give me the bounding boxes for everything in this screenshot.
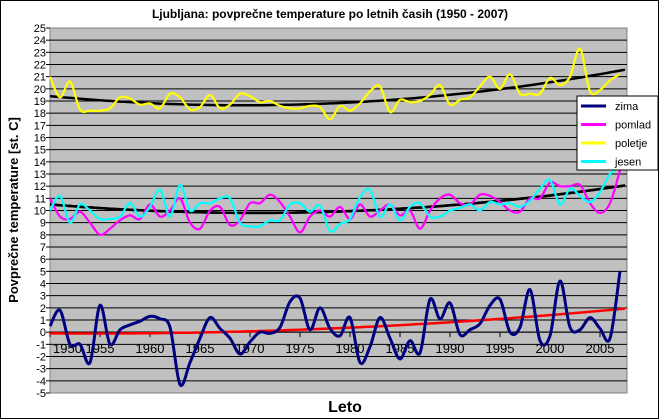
y-tick-label: 14 bbox=[34, 157, 46, 169]
y-tick-label: -5 bbox=[36, 388, 46, 400]
x-tick-label: 1980 bbox=[336, 341, 365, 356]
x-tick-label: 1995 bbox=[486, 341, 515, 356]
legend-box bbox=[576, 95, 659, 171]
legend-label-jesen: jesen bbox=[614, 157, 641, 169]
y-tick-label: 11 bbox=[35, 193, 46, 205]
y-axis-label: Povprečne temperature [st. C] bbox=[6, 117, 21, 303]
y-tick-label: 21 bbox=[34, 72, 46, 84]
y-tick-label: 9 bbox=[40, 218, 46, 230]
y-tick-label: 12 bbox=[34, 181, 46, 193]
y-tick-label: 8 bbox=[40, 230, 46, 242]
x-tick-label: 1975 bbox=[286, 341, 315, 356]
series-line-zima bbox=[48, 271, 622, 388]
y-tick-label: 24 bbox=[34, 35, 46, 47]
x-tick-label: 1985 bbox=[386, 341, 415, 356]
x-axis-label: Leto bbox=[328, 399, 362, 416]
y-tick-label: 3 bbox=[40, 291, 46, 303]
y-tick-label: 19 bbox=[34, 96, 46, 108]
legend: zima pomlad poletje jesen bbox=[576, 95, 659, 171]
y-axis-ticks: -5-4-3-2-1012345678910111213141516171819… bbox=[34, 23, 50, 400]
y-tick-label: 13 bbox=[34, 169, 46, 181]
trend-line-zima bbox=[50, 307, 626, 335]
y-tick-label: 5 bbox=[40, 266, 46, 278]
series-line-jesen bbox=[49, 166, 621, 233]
legend-label-pomlad: pomlad bbox=[615, 120, 651, 132]
y-tick-label: 16 bbox=[34, 133, 46, 145]
y-tick-label: 2 bbox=[40, 303, 46, 315]
legend-label-zima: zima bbox=[615, 101, 639, 113]
y-tick-label: 25 bbox=[34, 23, 46, 35]
y-tick-label: -3 bbox=[36, 364, 46, 376]
x-tick-label: 1965 bbox=[186, 341, 215, 356]
chart-title: Ljubljana: povprečne temperature po letn… bbox=[152, 7, 508, 21]
y-tick-label: 20 bbox=[34, 84, 46, 96]
series-lines bbox=[48, 47, 622, 388]
y-tick-label: 18 bbox=[34, 108, 46, 120]
y-tick-label: 23 bbox=[34, 47, 46, 59]
y-tick-label: 0 bbox=[40, 327, 46, 339]
y-tick-label: 17 bbox=[34, 120, 46, 132]
x-tick-label: 2005 bbox=[586, 341, 615, 356]
y-tick-label: 1 bbox=[40, 315, 46, 327]
legend-label-poletje: poletje bbox=[615, 138, 647, 150]
y-tick-label: 10 bbox=[34, 206, 46, 218]
y-tick-label: 22 bbox=[34, 60, 46, 72]
y-tick-label: -2 bbox=[36, 352, 46, 364]
series-line-poletje bbox=[48, 47, 621, 121]
y-tick-label: 6 bbox=[40, 254, 46, 266]
y-tick-label: 15 bbox=[34, 145, 46, 157]
y-tick-label: -4 bbox=[36, 376, 46, 388]
y-tick-label: 7 bbox=[40, 242, 46, 254]
x-tick-label: 1990 bbox=[436, 341, 465, 356]
y-tick-label: 4 bbox=[40, 279, 46, 291]
y-tick-label: -1 bbox=[36, 339, 46, 351]
x-tick-label: 1960 bbox=[136, 341, 165, 356]
